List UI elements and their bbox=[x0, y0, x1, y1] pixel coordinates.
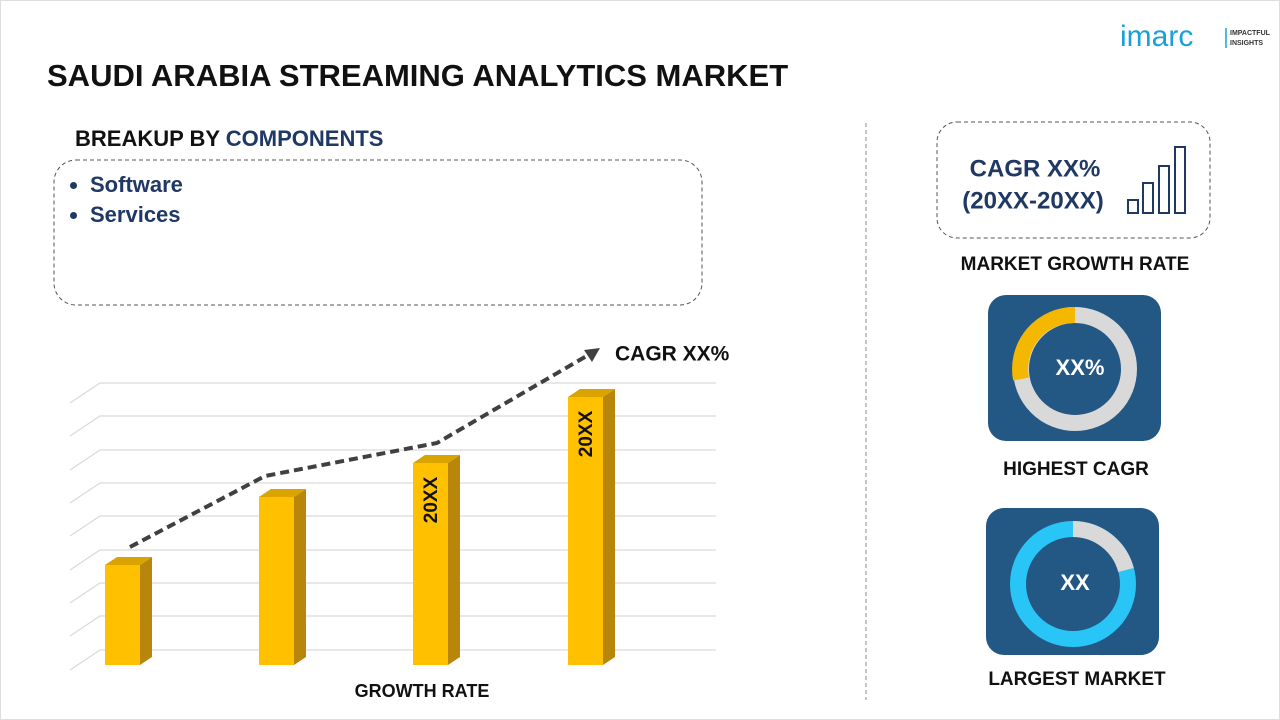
donut-segment bbox=[1072, 521, 1134, 573]
tile-value: XX% bbox=[1056, 355, 1105, 380]
breakup-item: Software bbox=[90, 170, 183, 200]
cagr-text: CAGR XX% bbox=[970, 155, 1101, 182]
breakup-item: Services bbox=[90, 200, 183, 230]
trend-arrow bbox=[584, 348, 600, 362]
breakup-prefix: BREAKUP BY bbox=[75, 126, 220, 151]
tile-value: XX bbox=[1060, 570, 1090, 595]
breakup-box bbox=[53, 159, 703, 306]
bar-label: 20XX bbox=[576, 410, 597, 457]
title: SAUDI ARABIA STREAMING ANALYTICS MARKET bbox=[47, 58, 788, 93]
breakup-label: COMPONENTS bbox=[226, 126, 384, 151]
growth-icon bbox=[1127, 146, 1186, 214]
caption: HIGHEST CAGR bbox=[1003, 459, 1149, 480]
bars bbox=[105, 389, 615, 665]
bar-label: 20XX bbox=[421, 476, 442, 523]
logo-name: imarc bbox=[1120, 20, 1193, 53]
caption: MARKET GROWTH RATE bbox=[961, 254, 1190, 275]
donut-segment bbox=[1012, 306, 1076, 381]
trend-label: CAGR XX% bbox=[615, 343, 730, 366]
logo-tagline: IMPACTFUL bbox=[1230, 30, 1271, 37]
logo-tagline: INSIGHTS bbox=[1230, 40, 1263, 47]
breakup-list: Software Services bbox=[72, 170, 183, 230]
cagr-box bbox=[936, 121, 1211, 239]
caption: LARGEST MARKET bbox=[988, 669, 1166, 690]
trend-line bbox=[129, 352, 592, 549]
chart-grid bbox=[69, 382, 716, 671]
breakup-heading: BREAKUP BY COMPONENTS bbox=[75, 126, 383, 151]
axis-label: GROWTH RATE bbox=[355, 681, 490, 701]
cagr-text: (20XX-20XX) bbox=[962, 187, 1103, 214]
